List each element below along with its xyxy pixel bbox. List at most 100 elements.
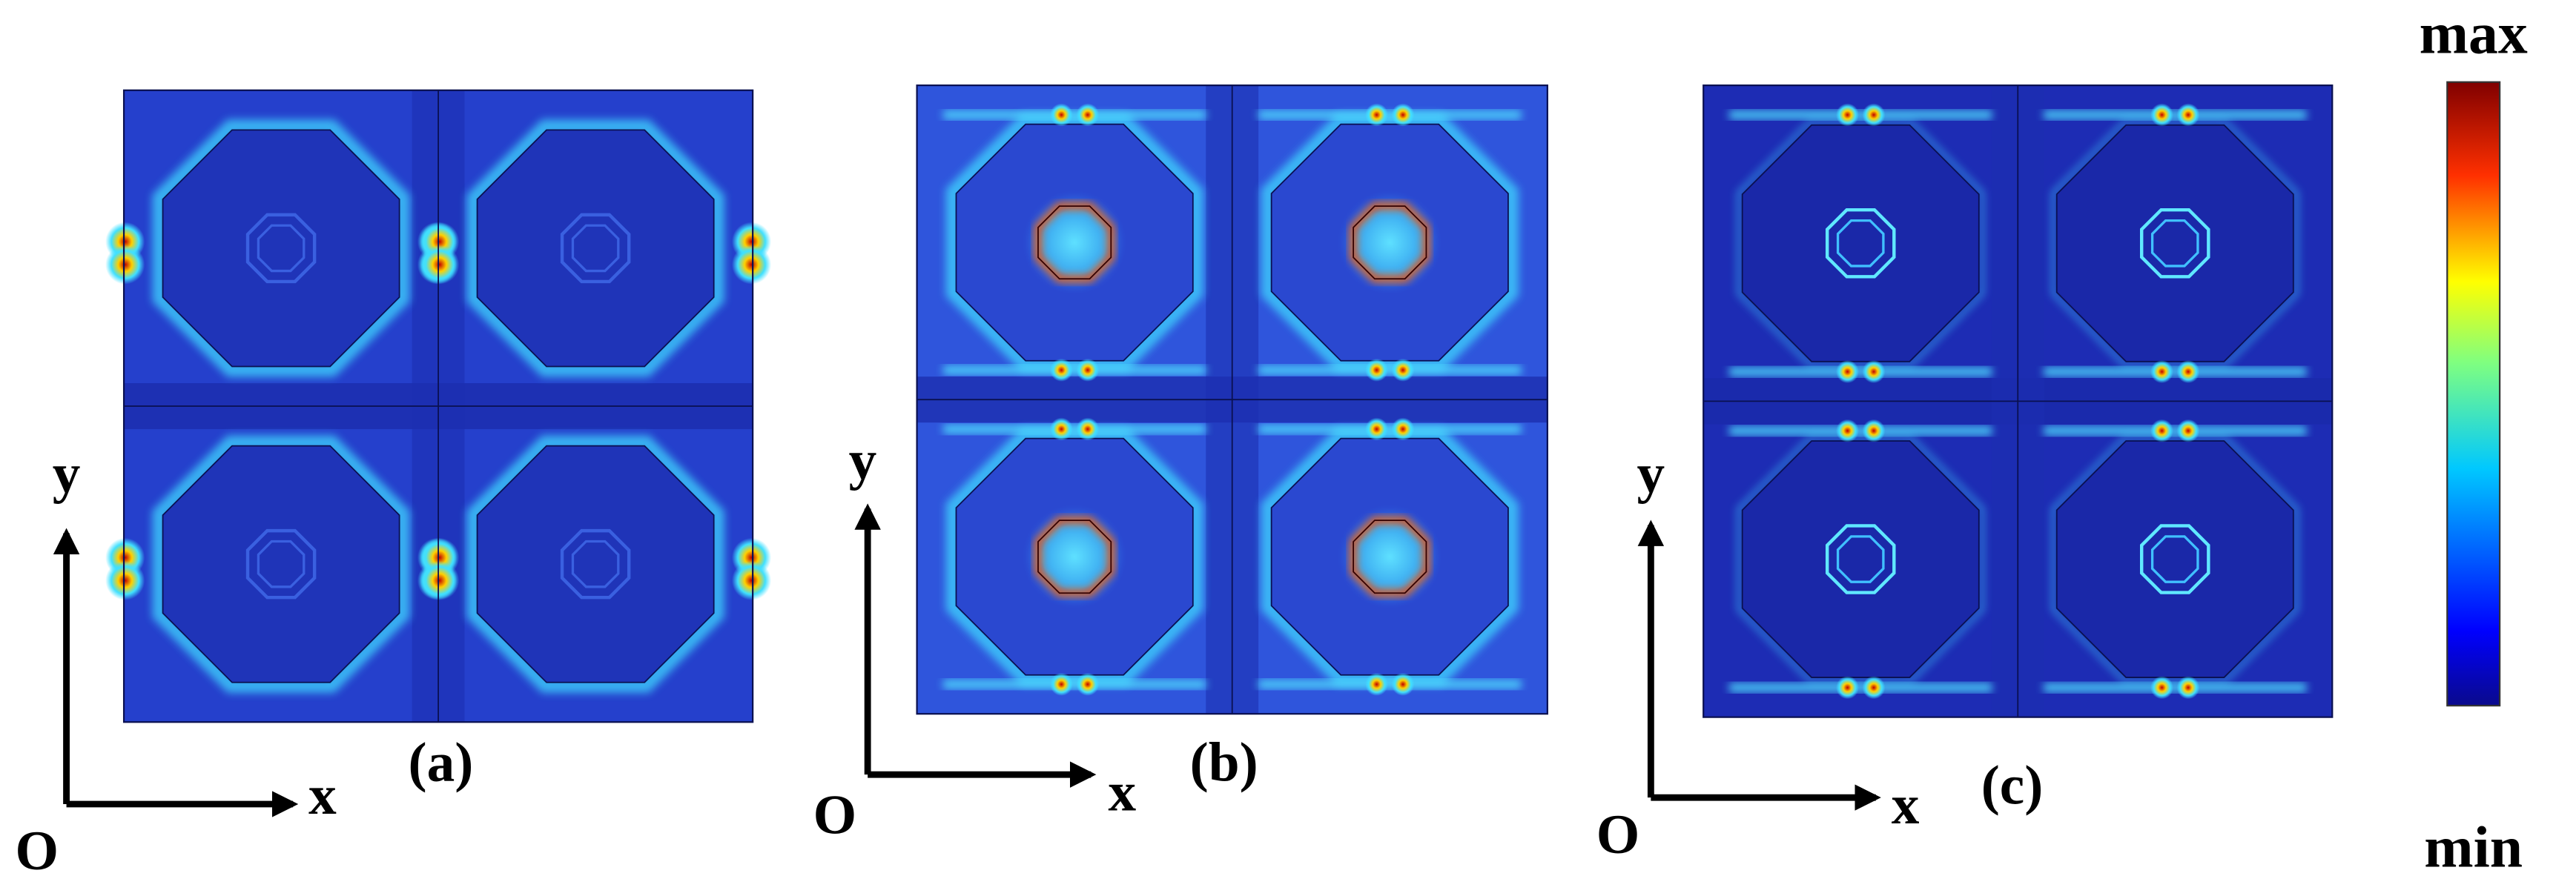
- ring: [1836, 219, 1885, 268]
- octagon: [2055, 440, 2294, 678]
- hot-spot: [1836, 360, 1860, 384]
- hot-spot: [731, 245, 772, 285]
- axes-a: y x O (a): [15, 443, 473, 882]
- edge-glow: [2044, 683, 2307, 693]
- octagon: [162, 445, 400, 683]
- hot-spot: [2176, 103, 2200, 127]
- map-frame: [916, 84, 1548, 715]
- hot-spot: [2150, 103, 2174, 127]
- ring: [245, 528, 317, 600]
- glow: [466, 435, 724, 693]
- glow: [466, 119, 724, 377]
- ring: [257, 224, 306, 273]
- hot-spot: [1365, 358, 1389, 382]
- edge-glow: [1258, 424, 1522, 434]
- glow: [152, 435, 410, 693]
- hot-spot: [1391, 417, 1415, 441]
- hot-spot: [1836, 676, 1860, 700]
- ring: [257, 540, 306, 588]
- hot-spot: [105, 245, 145, 285]
- x-label: x: [308, 765, 337, 826]
- edge-glow: [943, 110, 1206, 120]
- hot-spot: [2150, 419, 2174, 442]
- octagon: [476, 445, 715, 683]
- hot-spot: [420, 245, 460, 285]
- edge-glow: [1258, 679, 1522, 689]
- x-label: x: [1109, 761, 1137, 823]
- map-frame: [122, 89, 754, 723]
- ring: [560, 213, 631, 284]
- hot-spot: [1049, 672, 1073, 696]
- origin-label: O: [813, 784, 857, 846]
- octagon: [2055, 124, 2294, 362]
- y-label: y: [53, 443, 81, 505]
- x-label: x: [1892, 774, 1920, 836]
- ring: [1836, 535, 1885, 583]
- edge-glow: [943, 424, 1206, 434]
- glow: [152, 119, 410, 377]
- y-label: y: [849, 430, 877, 491]
- edge-glow: [1729, 683, 1992, 693]
- hot-spot: [105, 560, 145, 600]
- hot-spot: [1862, 419, 1886, 442]
- axes-c: y x O (c): [1596, 443, 2043, 866]
- hot-spot: [1049, 417, 1073, 441]
- ring: [560, 528, 631, 600]
- y-label: y: [1637, 443, 1665, 505]
- field-map: [1703, 84, 2334, 718]
- hot-spot: [1836, 103, 1860, 127]
- ring: [571, 224, 620, 273]
- panel-label: (b): [1190, 732, 1258, 794]
- hot-spot: [1862, 676, 1886, 700]
- hot-spot: [1076, 417, 1100, 441]
- hot-spot: [2176, 360, 2200, 384]
- ring: [2150, 535, 2199, 583]
- edge-glow: [2044, 425, 2307, 436]
- colorbar: [2446, 81, 2501, 707]
- edge-glow: [943, 679, 1206, 689]
- panel-label: (a): [409, 732, 474, 794]
- edge-glow: [1258, 110, 1522, 120]
- hot-spot: [1836, 419, 1860, 442]
- ring-line: [1353, 520, 1427, 594]
- hot-spot: [2150, 676, 2174, 700]
- ring: [2150, 219, 2199, 268]
- hot-spot: [1076, 672, 1100, 696]
- ring: [571, 540, 620, 588]
- axes-b: y x O (b): [813, 430, 1258, 846]
- origin-label: O: [1596, 804, 1640, 866]
- hot-spot: [1076, 103, 1100, 127]
- hot-spot: [1391, 672, 1415, 696]
- edge-glow: [2044, 366, 2307, 377]
- hot-spot: [2176, 419, 2200, 442]
- hot-spot: [1365, 103, 1389, 127]
- ring: [1825, 208, 1896, 279]
- hot-spot: [1862, 103, 1886, 127]
- ring-line: [1353, 205, 1427, 280]
- edge-glow: [943, 365, 1206, 375]
- hot-spot: [420, 560, 460, 600]
- colorbar-min: min: [2424, 815, 2523, 880]
- octagon: [476, 129, 715, 368]
- hot-spot: [1365, 672, 1389, 696]
- ring-line: [1037, 205, 1112, 280]
- map-frame: [1703, 84, 2334, 718]
- hot-spot: [1049, 358, 1073, 382]
- edge-glow: [2044, 110, 2307, 120]
- ring-line: [1037, 520, 1112, 594]
- octagon: [162, 129, 400, 368]
- ring: [2139, 208, 2210, 279]
- edge-glow: [1729, 425, 1992, 436]
- field-map: [105, 89, 772, 723]
- hot-spot: [2176, 676, 2200, 700]
- ring: [1825, 524, 1896, 594]
- octagon: [1741, 124, 1980, 362]
- edge-glow: [1258, 365, 1522, 375]
- hot-spot: [1862, 360, 1886, 384]
- ring: [245, 213, 317, 284]
- origin-label: O: [15, 820, 59, 882]
- hot-spot: [1365, 417, 1389, 441]
- edge-glow: [1729, 366, 1992, 377]
- hot-spot: [1391, 103, 1415, 127]
